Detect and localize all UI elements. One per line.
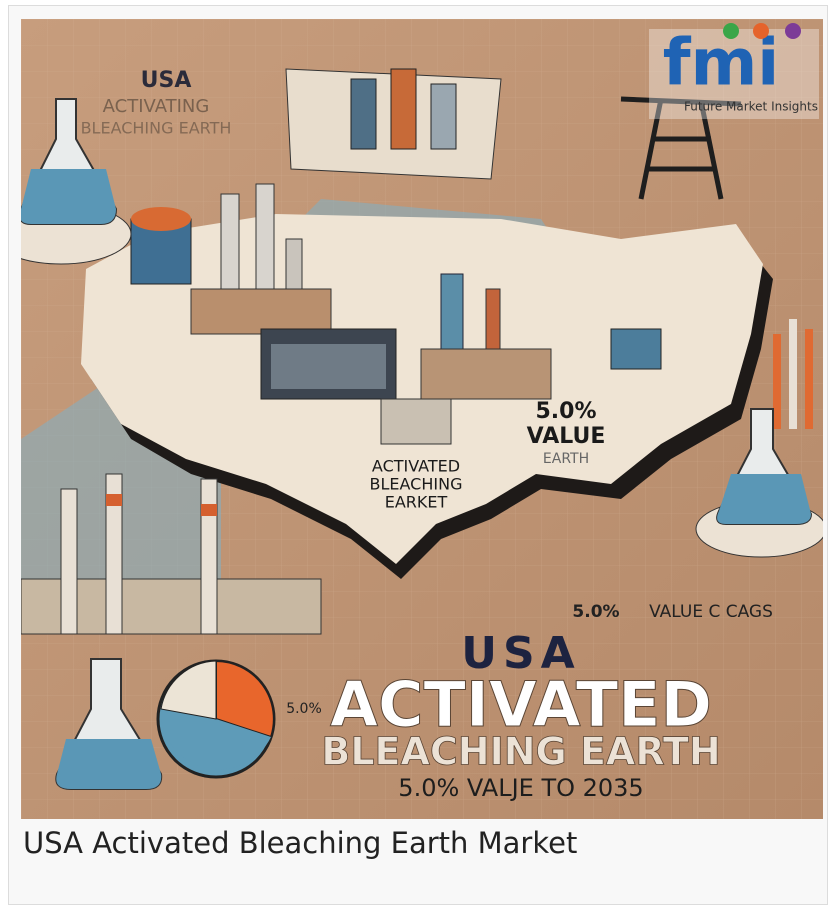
market-illustration: fmi Future Market Insights USA ACTIVATIN…: [21, 19, 823, 819]
map-label: ACTIVATED: [372, 457, 460, 476]
logo-tagline: Future Market Insights: [684, 100, 818, 114]
figure-card: fmi Future Market Insights USA ACTIVATIN…: [8, 5, 828, 905]
map-stat: EARTH: [543, 451, 589, 467]
headline: BLEACHING EARTH: [321, 730, 720, 774]
pie-label: 5.0%: [286, 701, 322, 717]
map-stat: 5.0%: [535, 399, 596, 424]
corner-title: USA: [141, 68, 192, 93]
map-label: EARKET: [385, 493, 448, 512]
map-label: BLEACHING: [370, 475, 463, 494]
headline: 5.0% VALJE TO 2035: [398, 774, 643, 802]
corner-title: BLEACHING EARTH: [81, 119, 232, 138]
side-stat: 5.0%: [572, 602, 619, 622]
map-stat: VALUE: [527, 424, 606, 449]
side-stat: VALUE C CAGS: [649, 602, 773, 622]
figure-caption: USA Activated Bleaching Earth Market: [23, 826, 577, 860]
corner-title: ACTIVATING: [103, 96, 210, 117]
